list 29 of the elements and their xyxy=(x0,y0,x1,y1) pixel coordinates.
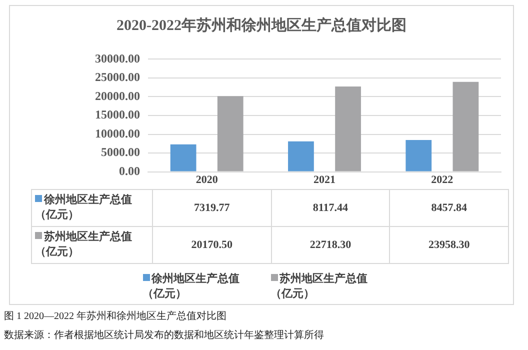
text: 苏州地区生产总值（亿元） xyxy=(35,231,132,258)
bar xyxy=(406,140,432,172)
y-tick-label: 10000.00 xyxy=(95,126,140,140)
data-label: 20170.50 xyxy=(152,226,272,264)
y-tick-label: 20000.00 xyxy=(95,88,140,103)
data-label: 22718.30 xyxy=(271,226,390,264)
bar xyxy=(452,82,479,172)
x-tick-label: 2021 xyxy=(314,174,336,186)
chart-title: 2020-2022年苏州和徐州地区生产总值对比图 xyxy=(116,16,408,35)
y-tick-label: 5000.00 xyxy=(101,145,140,160)
text: 徐州地区生产总值（亿元） xyxy=(142,273,240,300)
y-tick-label: 25000.00 xyxy=(95,70,140,84)
data-label: 8117.44 xyxy=(271,190,390,226)
caption: 图 1 2020—2022 年苏州和徐州地区生产总值对比图 xyxy=(4,310,226,323)
legend-label: 苏州地区生产总值（亿元） xyxy=(270,272,368,302)
x-tick-label: 2022 xyxy=(431,174,454,186)
y-tick-label: 15000.00 xyxy=(95,108,140,122)
bar xyxy=(335,86,361,172)
source-note: 数据来源：作者根据地区统计局发布的数据和地区统计年鉴整理计算所得 xyxy=(4,328,324,342)
data-label: 7319.77 xyxy=(152,190,272,226)
bar xyxy=(170,144,196,172)
bar xyxy=(288,141,314,172)
bar xyxy=(217,96,244,172)
data-label: 23958.30 xyxy=(390,226,508,264)
data-label: 8457.84 xyxy=(390,190,508,226)
x-tick-label: 2020 xyxy=(196,174,218,186)
y-tick-label: 30000.00 xyxy=(95,51,140,66)
y-tick-label: 0.00 xyxy=(119,164,140,178)
legend-label: 徐州地区生产总值（亿元） xyxy=(32,190,152,226)
